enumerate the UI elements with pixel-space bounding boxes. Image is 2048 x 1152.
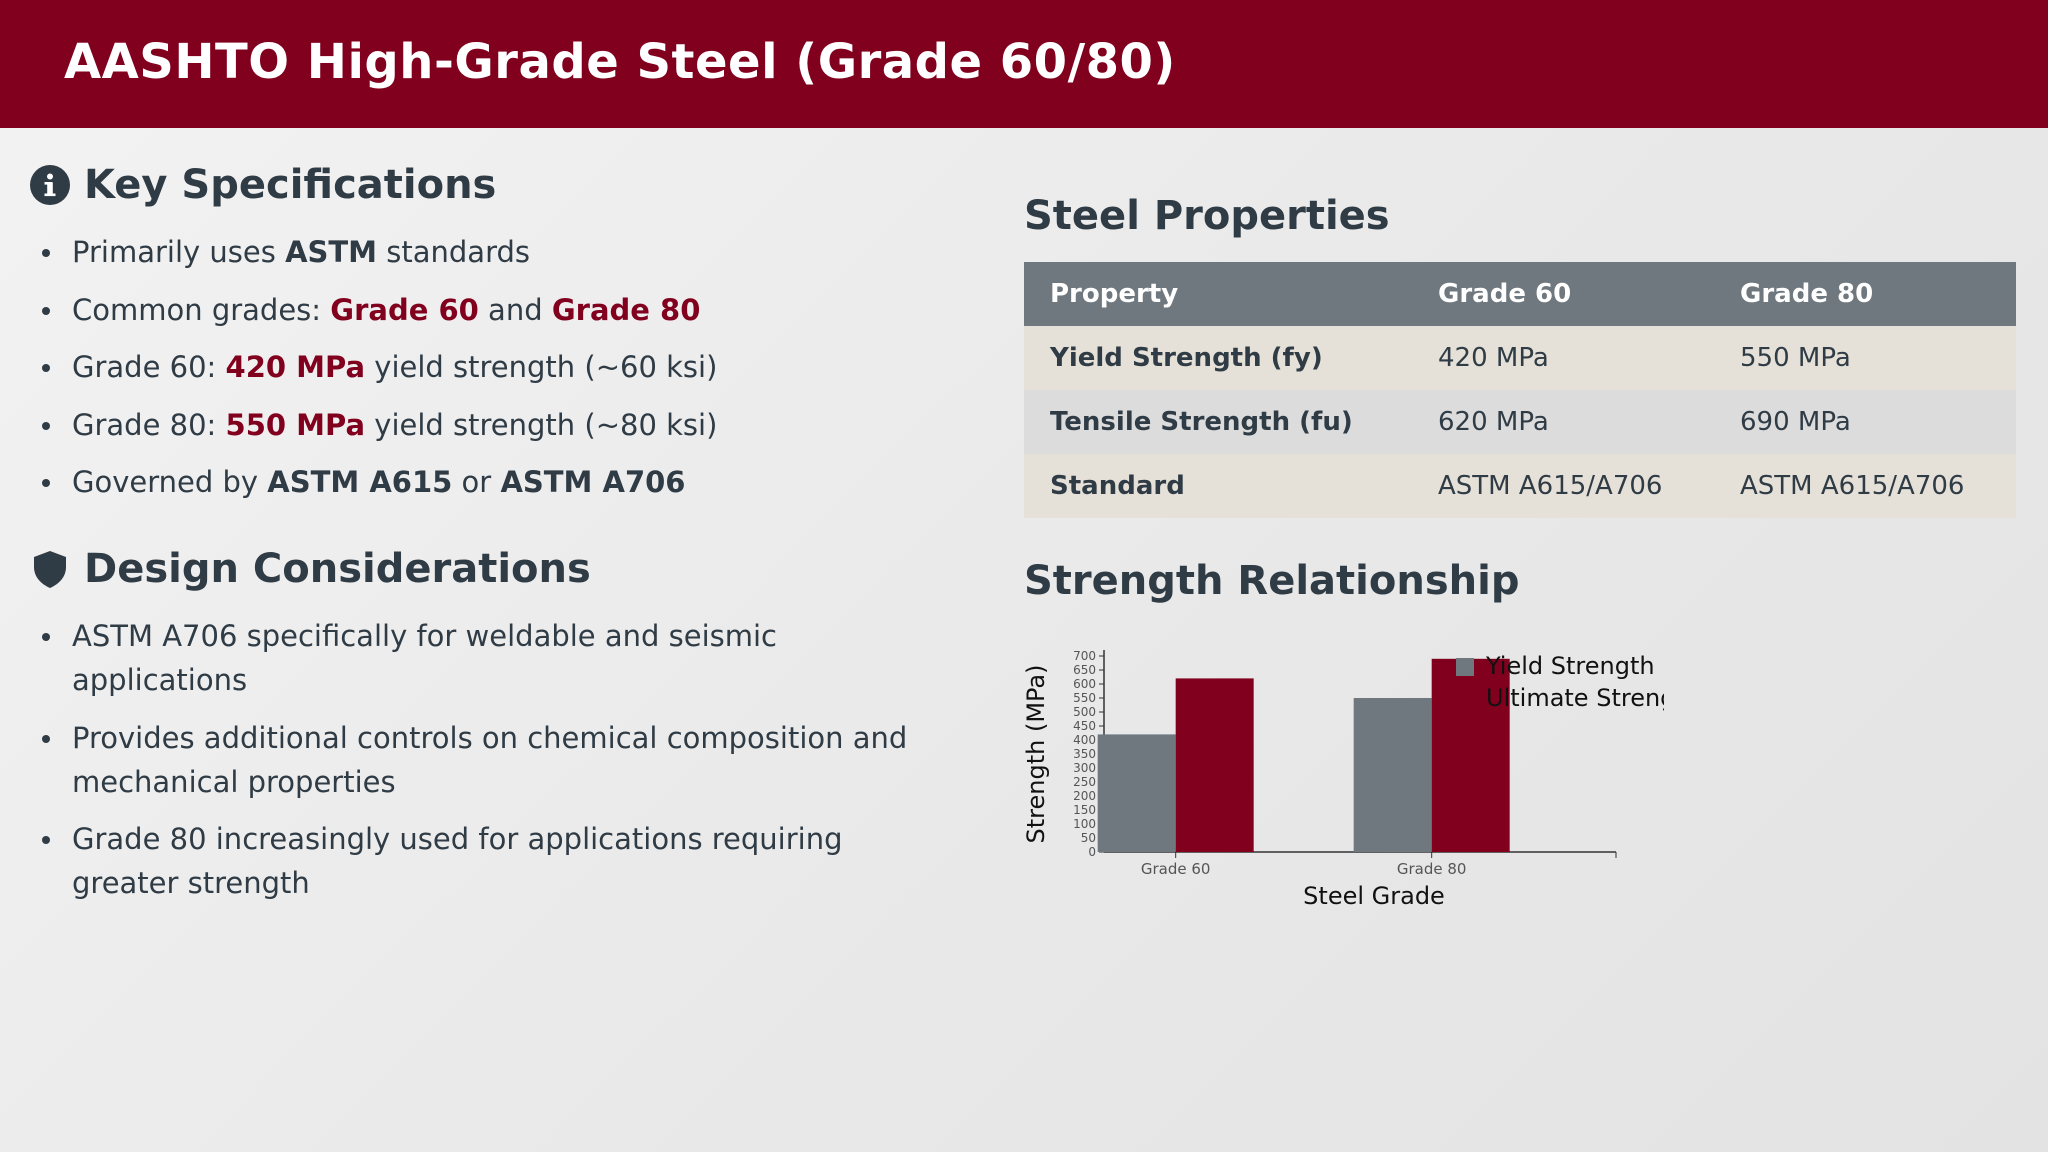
key-specs-title: Key Specifications: [84, 162, 497, 208]
table-header: Grade 80: [1714, 262, 2016, 326]
list-item: Primarily uses ASTM standards: [34, 230, 954, 274]
y-tick-label: 250: [1073, 775, 1096, 789]
y-tick-label: 100: [1073, 817, 1096, 831]
strength-chart: 0501001502002503003504004505005506006507…: [1022, 649, 1670, 910]
table-header-row: Property Grade 60 Grade 80: [1024, 262, 2016, 326]
y-tick-label: 500: [1073, 705, 1096, 719]
table-header: Grade 60: [1412, 262, 1714, 326]
item-text: Grade 60:: [72, 350, 226, 384]
table-cell: 690 MPa: [1714, 390, 2016, 454]
table-cell: 550 MPa: [1714, 326, 2016, 390]
table-cell: ASTM A615/A706: [1412, 454, 1714, 518]
item-emphasis: Grade 60: [330, 292, 479, 327]
strength-title: Strength Relationship: [1024, 558, 1520, 604]
item-text: Grade 80:: [72, 407, 226, 442]
info-icon: [30, 165, 70, 205]
item-emphasis: ASTM A706: [500, 465, 686, 499]
design-title: Design Considerations: [84, 546, 591, 592]
shield-icon: [30, 549, 70, 589]
page-title: AASHTO High-Grade Steel (Grade 60/80): [64, 34, 1176, 90]
table-row: Yield Strength (fy) 420 MPa 550 MPa: [1024, 326, 2016, 390]
y-tick-label: 150: [1073, 803, 1096, 817]
table-cell: Standard: [1024, 454, 1412, 518]
y-tick-label: 400: [1073, 733, 1096, 747]
y-tick-label: 700: [1073, 649, 1096, 663]
table-header: Property: [1024, 262, 1412, 326]
chart-legend: Yield Strength Ultimate Strength: [1456, 652, 1670, 712]
table-cell: Tensile Strength (fu): [1024, 390, 1412, 454]
list-item: Grade 80 increasingly used for applicati…: [34, 817, 954, 905]
table-cell: 420 MPa: [1412, 326, 1714, 390]
properties-table: Property Grade 60 Grade 80 Yield Strengt…: [1024, 262, 2016, 518]
y-tick-label: 0: [1088, 845, 1096, 859]
list-item: Grade 60: 420 MPa yield strength (~60 ks…: [34, 345, 954, 389]
table-cell: ASTM A615/A706: [1714, 454, 2016, 518]
table-row: Tensile Strength (fu) 620 MPa 690 MPa: [1024, 390, 2016, 454]
y-tick-label: 200: [1073, 789, 1096, 803]
x-tick-label: Grade 80: [1397, 860, 1467, 878]
table-cell: Yield Strength (fy): [1024, 326, 1412, 390]
y-tick-label: 550: [1073, 691, 1096, 705]
list-item: Common grades: Grade 60 and Grade 80: [34, 288, 954, 332]
item-emphasis: ASTM: [285, 235, 378, 269]
bar-yield-strength: [1097, 734, 1176, 852]
y-tick-label: 650: [1073, 663, 1096, 677]
legend-swatch: [1456, 658, 1474, 676]
item-text: Primarily uses: [72, 235, 286, 269]
item-text: standards: [377, 235, 531, 269]
item-emphasis: 420 MPa: [225, 350, 366, 384]
y-tick-label: 450: [1073, 719, 1096, 733]
item-text: and: [478, 292, 552, 327]
properties-title: Steel Properties: [1024, 193, 1390, 239]
y-axis-label: Strength (MPa): [1022, 665, 1050, 844]
header-bar: AASHTO High-Grade Steel (Grade 60/80): [0, 0, 2048, 128]
key-specs-heading: Key Specifications: [30, 162, 496, 208]
item-emphasis: Grade 80: [551, 292, 701, 327]
y-tick-label: 350: [1073, 747, 1096, 761]
x-tick-label: Grade 60: [1141, 860, 1211, 878]
key-specs-list: Primarily uses ASTM standards Common gra…: [34, 230, 954, 518]
item-text: yield strength (~60 ksi): [365, 350, 718, 384]
item-text: or: [452, 465, 501, 499]
legend-label: Ultimate Strength: [1486, 684, 1670, 712]
y-tick-label: 300: [1073, 761, 1096, 775]
item-text: yield strength (~80 ksi): [365, 407, 718, 442]
legend-label: Yield Strength: [1485, 652, 1655, 680]
table-cell: 620 MPa: [1412, 390, 1714, 454]
legend-swatch: [1456, 690, 1474, 708]
design-list: ASTM A706 specifically for weldable and …: [34, 614, 954, 919]
bar-ultimate-strength: [1175, 678, 1254, 852]
y-tick-label: 600: [1073, 677, 1096, 691]
y-tick-label: 50: [1081, 831, 1096, 845]
item-emphasis: ASTM A615: [267, 465, 453, 499]
list-item: ASTM A706 specifically for weldable and …: [34, 614, 954, 702]
list-item: Grade 80: 550 MPa yield strength (~80 ks…: [34, 403, 954, 447]
item-emphasis: 550 MPa: [225, 407, 366, 442]
table-row: Standard ASTM A615/A706 ASTM A615/A706: [1024, 454, 2016, 518]
list-item: Provides additional controls on chemical…: [34, 716, 954, 804]
item-text: Governed by: [72, 465, 268, 499]
list-item: Governed by ASTM A615 or ASTM A706: [34, 460, 954, 504]
x-axis-label: Steel Grade: [1303, 882, 1445, 910]
item-text: Common grades:: [72, 292, 331, 327]
design-heading: Design Considerations: [30, 546, 591, 592]
bar-yield-strength: [1353, 698, 1432, 852]
